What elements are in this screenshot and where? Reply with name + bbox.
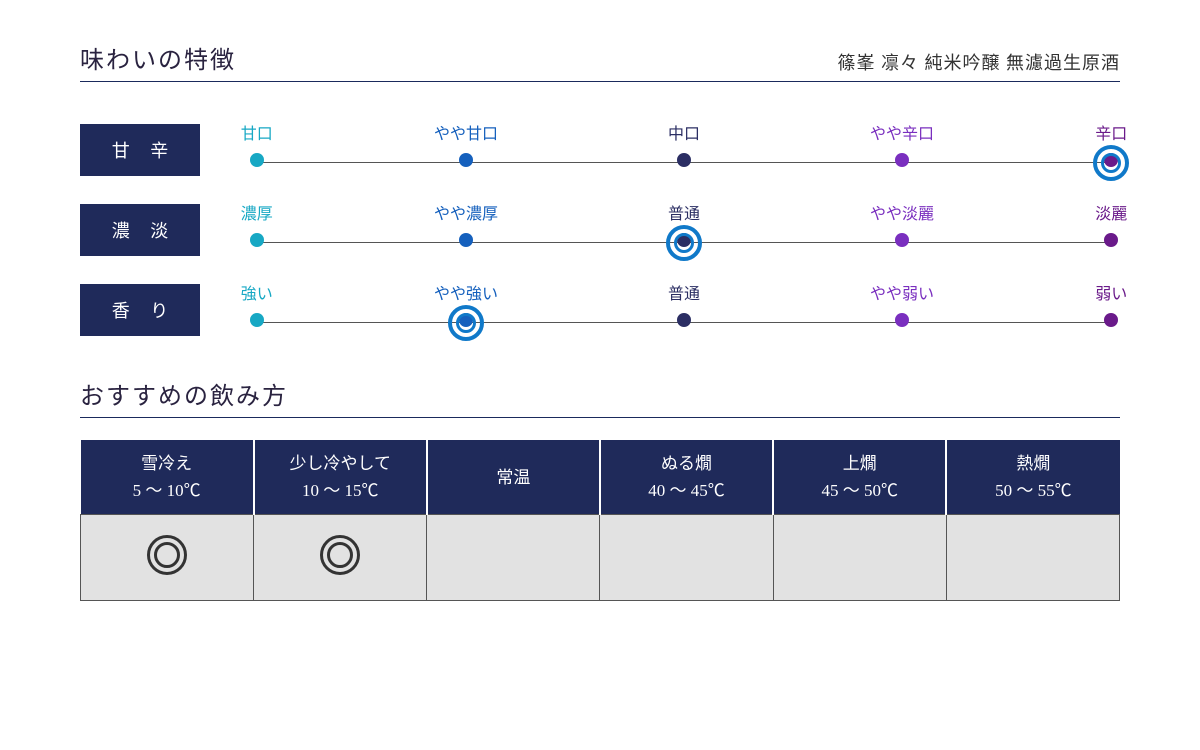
recommended-icon — [320, 535, 360, 575]
selected-ring-icon — [666, 225, 702, 261]
scale-point: やや弱い — [852, 280, 952, 324]
taste-axis-label: 香 り — [80, 284, 200, 336]
scale-point: やや淡麗 — [852, 200, 952, 244]
serving-cell — [81, 515, 254, 601]
serving-header-cell: ぬる燗40 〜 45℃ — [600, 440, 773, 515]
scale-point-label: 中口 — [634, 120, 734, 144]
recommended-icon — [147, 535, 187, 575]
scale-point-label: やや甘口 — [416, 120, 516, 144]
scale-dot — [250, 313, 264, 327]
scale-point-label: やや淡麗 — [852, 200, 952, 224]
serving-header-cell: 雪冷え5 〜 10℃ — [81, 440, 254, 515]
product-name: 篠峯 凛々 純米吟醸 無濾過生原酒 — [838, 49, 1121, 75]
serving-table: 雪冷え5 〜 10℃少し冷やして10 〜 15℃常温ぬる燗40 〜 45℃上燗4… — [80, 440, 1120, 601]
taste-scale: 甘口やや甘口中口やや辛口辛口 — [248, 120, 1120, 180]
scale-dot — [1104, 313, 1118, 327]
scale-point-label: 辛口 — [1061, 120, 1161, 144]
taste-row: 濃 淡濃厚やや濃厚普通やや淡麗淡麗 — [80, 190, 1120, 270]
scale-point-label: 普通 — [634, 280, 734, 304]
taste-row: 甘 辛甘口やや甘口中口やや辛口辛口 — [80, 110, 1120, 190]
serving-section: おすすめの飲み方 雪冷え5 〜 10℃少し冷やして10 〜 15℃常温ぬる燗40… — [80, 376, 1120, 601]
scale-point: 濃厚 — [207, 200, 307, 244]
scale-point: やや濃厚 — [416, 200, 516, 244]
serving-header-cell: 上燗45 〜 50℃ — [773, 440, 946, 515]
scale-point: やや甘口 — [416, 120, 516, 164]
scale-dot — [250, 153, 264, 167]
serving-cell — [427, 515, 600, 601]
scale-dot — [677, 313, 691, 327]
scale-dot — [895, 233, 909, 247]
scale-dot — [895, 153, 909, 167]
scale-point-label: 濃厚 — [207, 200, 307, 224]
serving-cell — [773, 515, 946, 601]
serving-header-cell: 常温 — [427, 440, 600, 515]
scale-dot — [250, 233, 264, 247]
scale-point-label: 普通 — [634, 200, 734, 224]
scale-dot — [1104, 233, 1118, 247]
serving-cell — [254, 515, 427, 601]
taste-scales: 甘 辛甘口やや甘口中口やや辛口辛口濃 淡濃厚やや濃厚普通やや淡麗淡麗香 り強いや… — [80, 110, 1120, 350]
scale-point-label: 弱い — [1061, 280, 1161, 304]
scale-dot — [459, 233, 473, 247]
serving-header-cell: 少し冷やして10 〜 15℃ — [254, 440, 427, 515]
serving-cell — [600, 515, 773, 601]
scale-point: 淡麗 — [1061, 200, 1161, 244]
serving-cell — [946, 515, 1119, 601]
serving-header-cell: 熱燗50 〜 55℃ — [946, 440, 1119, 515]
serving-title: おすすめの飲み方 — [80, 376, 1120, 418]
taste-scale: 濃厚やや濃厚普通やや淡麗淡麗 — [248, 200, 1120, 260]
scale-dot — [895, 313, 909, 327]
scale-dot — [677, 153, 691, 167]
taste-row: 香 り強いやや強い普通やや弱い弱い — [80, 270, 1120, 350]
scale-point: 弱い — [1061, 280, 1161, 324]
scale-point: やや辛口 — [852, 120, 952, 164]
scale-dot — [459, 153, 473, 167]
scale-point: 普通 — [634, 280, 734, 324]
section-title: 味わいの特徴 — [80, 40, 236, 75]
taste-scale: 強いやや強い普通やや弱い弱い — [248, 280, 1120, 340]
scale-point-label: やや強い — [416, 280, 516, 304]
scale-point-label: やや辛口 — [852, 120, 952, 144]
selected-ring-icon — [448, 305, 484, 341]
scale-point: 甘口 — [207, 120, 307, 164]
scale-point-label: 甘口 — [207, 120, 307, 144]
taste-axis-label: 濃 淡 — [80, 204, 200, 256]
scale-point: 強い — [207, 280, 307, 324]
scale-point-label: やや濃厚 — [416, 200, 516, 224]
scale-point: 中口 — [634, 120, 734, 164]
scale-point-label: 淡麗 — [1061, 200, 1161, 224]
selected-ring-icon — [1093, 145, 1129, 181]
taste-axis-label: 甘 辛 — [80, 124, 200, 176]
scale-point-label: 強い — [207, 280, 307, 304]
scale-point-label: やや弱い — [852, 280, 952, 304]
taste-header: 味わいの特徴 篠峯 凛々 純米吟醸 無濾過生原酒 — [80, 40, 1120, 82]
